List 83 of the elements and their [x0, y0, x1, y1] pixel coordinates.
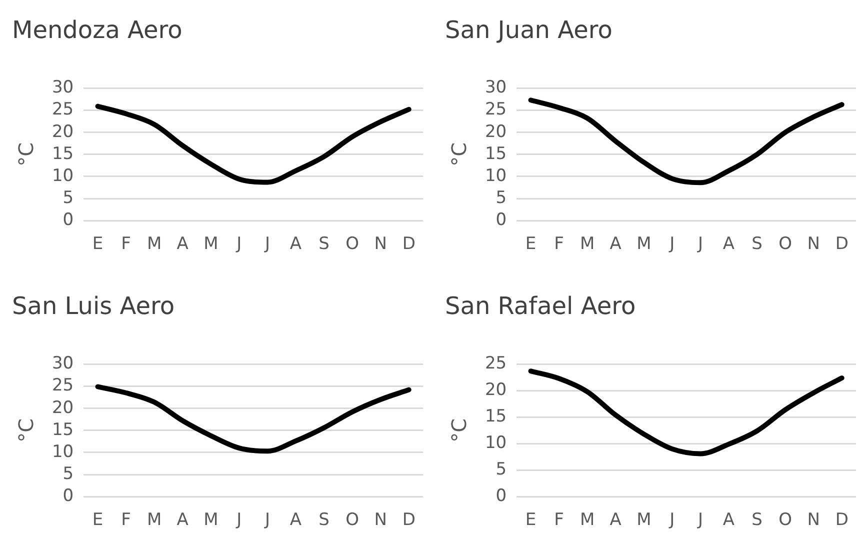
chart-title: San Juan Aero: [445, 16, 612, 44]
x-tick-label: J: [696, 234, 703, 254]
x-tick-label: A: [176, 234, 189, 254]
y-tick-label: 10: [52, 442, 74, 462]
x-tick-label: E: [525, 234, 536, 254]
y-tick-label: 0: [496, 486, 507, 506]
x-tick-label: J: [264, 234, 270, 254]
x-tick-label: S: [318, 234, 330, 254]
x-tick-label: A: [722, 234, 735, 254]
y-tick-label: 30: [52, 354, 74, 374]
x-tick-label: O: [346, 510, 359, 530]
x-tick-label: A: [290, 234, 302, 254]
x-tick-label: E: [92, 510, 104, 530]
x-tick-label: O: [346, 234, 359, 254]
y-axis-title: °C: [447, 418, 472, 442]
y-axis-title: °C: [14, 418, 38, 442]
x-tick-label: J: [264, 510, 270, 530]
x-tick-label: S: [752, 234, 762, 254]
y-tick-label: 20: [52, 122, 74, 142]
x-tick-label: M: [580, 234, 595, 254]
chart-title: Mendoza Aero: [12, 16, 182, 44]
x-tick-label: M: [147, 234, 162, 254]
y-tick-label: 10: [52, 166, 74, 186]
y-tick-label: 15: [52, 420, 74, 440]
x-tick-label: O: [778, 510, 792, 530]
y-tick-label: 25: [52, 100, 74, 120]
y-tick-label: 15: [52, 144, 74, 164]
x-tick-label: J: [668, 510, 675, 530]
x-tick-label: F: [121, 234, 131, 254]
y-tick-label: 15: [484, 144, 507, 164]
x-tick-label: S: [752, 510, 762, 530]
y-tick-label: 10: [484, 433, 507, 454]
x-tick-label: E: [525, 510, 536, 530]
x-tick-label: S: [318, 510, 330, 530]
x-tick-label: A: [610, 510, 622, 530]
chart-title: San Luis Aero: [12, 292, 175, 320]
x-tick-label: M: [147, 510, 162, 530]
x-tick-label: N: [374, 234, 387, 254]
x-tick-label: J: [668, 234, 675, 254]
x-tick-label: J: [236, 510, 242, 530]
x-tick-label: D: [402, 234, 416, 254]
x-tick-label: O: [778, 234, 792, 254]
y-tick-label: 5: [62, 464, 74, 484]
y-tick-label: 0: [62, 210, 74, 230]
chart-title: San Rafael Aero: [445, 292, 636, 320]
x-tick-label: N: [807, 234, 820, 254]
y-tick-label: 20: [484, 380, 507, 400]
x-tick-label: F: [554, 234, 564, 254]
y-axis-title: °C: [447, 142, 472, 166]
y-axis-title: °C: [14, 142, 38, 166]
y-tick-label: 10: [484, 166, 507, 186]
y-tick-label: 30: [52, 78, 74, 98]
y-tick-label: 15: [484, 406, 507, 427]
x-tick-label: D: [402, 510, 416, 530]
x-tick-label: M: [204, 234, 218, 254]
y-tick-label: 5: [62, 188, 74, 208]
y-tick-label: 30: [484, 78, 507, 98]
x-tick-label: M: [204, 510, 218, 530]
x-tick-label: N: [807, 510, 820, 530]
x-tick-label: M: [580, 510, 595, 530]
y-tick-label: 5: [496, 460, 507, 480]
x-tick-label: D: [835, 234, 848, 254]
x-tick-label: F: [554, 510, 564, 530]
x-tick-label: J: [696, 510, 703, 530]
x-tick-label: M: [636, 234, 652, 254]
x-tick-label: A: [722, 510, 735, 530]
x-tick-label: N: [374, 510, 387, 530]
y-tick-label: 20: [484, 122, 507, 142]
x-tick-label: E: [92, 234, 104, 254]
y-tick-label: 0: [62, 486, 74, 506]
x-tick-label: A: [290, 510, 302, 530]
x-tick-label: F: [121, 510, 131, 530]
y-tick-label: 25: [484, 354, 507, 374]
x-tick-label: J: [236, 234, 242, 254]
y-tick-label: 0: [496, 210, 507, 230]
y-tick-label: 25: [52, 376, 74, 396]
x-tick-label: A: [176, 510, 189, 530]
x-tick-label: M: [636, 510, 652, 530]
x-tick-label: A: [610, 234, 622, 254]
y-tick-label: 20: [52, 398, 74, 418]
x-tick-label: D: [835, 510, 848, 530]
y-tick-label: 5: [496, 188, 507, 208]
y-tick-label: 25: [484, 100, 507, 120]
